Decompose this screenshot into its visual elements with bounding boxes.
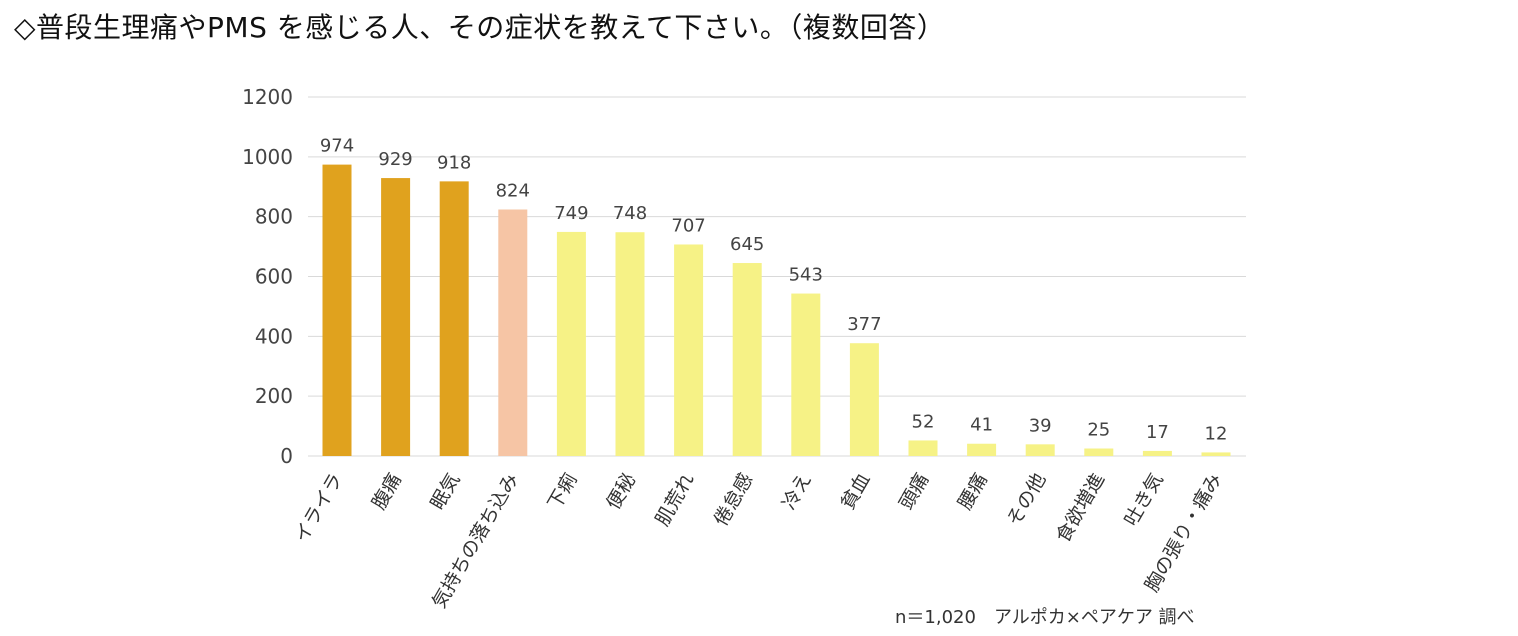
bar — [381, 178, 411, 457]
y-axis-ticks: 0 200 400 600 800 1000 1200 — [242, 85, 293, 468]
value-label: 17 — [1146, 422, 1169, 443]
category-label: 便秘 — [602, 470, 640, 514]
value-label: 52 — [912, 411, 935, 432]
value-label: 929 — [378, 149, 412, 170]
value-label: 974 — [320, 136, 354, 157]
bar — [1142, 450, 1172, 456]
value-label: 377 — [847, 314, 881, 335]
y-tick-label: 1000 — [242, 145, 293, 169]
value-label: 749 — [554, 203, 588, 224]
y-tick-label: 1200 — [242, 85, 293, 109]
value-label: 39 — [1029, 415, 1052, 436]
bar — [439, 181, 469, 457]
bar — [732, 263, 762, 456]
category-label: 下痢 — [544, 470, 582, 514]
bar — [1025, 444, 1055, 456]
value-labels: 974 929 918 824 749 748 707 645 543 377 52 41 39 25 17… — [320, 136, 1228, 445]
y-tick-label: 800 — [255, 205, 293, 229]
category-label: 貧血 — [837, 470, 875, 514]
source-note: n＝1,020 アルポカ×ペアケア 調べ — [895, 607, 1195, 628]
value-label: 25 — [1087, 420, 1110, 441]
bar — [556, 231, 586, 456]
category-label: 肌荒れ — [651, 470, 699, 530]
value-label: 918 — [437, 152, 471, 173]
y-tick-label: 600 — [255, 265, 293, 289]
bar — [674, 244, 704, 456]
category-label: 倦怠感 — [710, 470, 758, 530]
category-label: 腹痛 — [368, 470, 406, 514]
y-tick-label: 0 — [280, 444, 293, 468]
bar — [967, 443, 997, 456]
value-label: 748 — [613, 203, 647, 224]
value-label: 543 — [789, 265, 823, 286]
value-label: 824 — [496, 180, 530, 201]
bars — [322, 164, 1231, 457]
value-label: 41 — [970, 415, 993, 436]
value-label: 707 — [671, 215, 705, 236]
value-label: 645 — [730, 234, 764, 255]
chart-title: ◇普段生理痛やPMS を感じる人、その症状を教えて下さい。（複数回答） — [14, 11, 946, 44]
category-label: 吐き気 — [1120, 470, 1168, 530]
bar — [791, 293, 821, 456]
bar — [498, 209, 528, 456]
bar — [1201, 452, 1231, 456]
value-label: 12 — [1205, 423, 1228, 444]
category-label: 頭痛 — [895, 470, 933, 514]
bar — [615, 232, 645, 456]
category-label: 腰痛 — [954, 470, 992, 514]
bar — [1084, 448, 1114, 456]
bar — [849, 343, 879, 456]
category-label: その他 — [1003, 470, 1051, 530]
y-tick-label: 200 — [255, 384, 293, 408]
y-tick-label: 400 — [255, 324, 293, 348]
category-label: 冷え — [778, 470, 816, 514]
bar — [322, 164, 352, 456]
category-label: 食欲増進 — [1052, 470, 1109, 547]
category-label: 眠気 — [426, 470, 464, 514]
bar — [908, 440, 938, 456]
category-label: イライラ — [290, 470, 347, 547]
